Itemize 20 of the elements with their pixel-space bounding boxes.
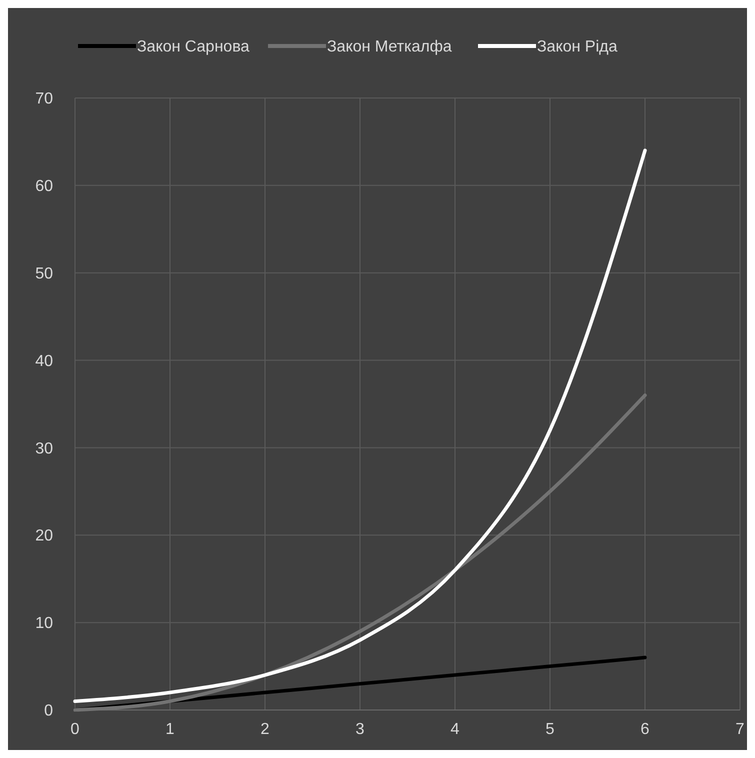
y-tick-label: 40	[35, 352, 54, 370]
x-tick-label: 2	[260, 721, 270, 738]
y-tick-label: 20	[35, 528, 54, 545]
y-tick-label: 70	[35, 90, 54, 108]
y-tick-label: 10	[35, 615, 54, 632]
x-tick-label: 0	[70, 721, 80, 738]
x-tick-label: 6	[640, 721, 650, 738]
y-tick-label: 60	[35, 178, 54, 196]
legend-label: Закон Ріда	[537, 38, 618, 56]
y-tick-label: 30	[35, 440, 54, 458]
legend-label: Закон Меткалфа	[327, 38, 452, 56]
x-tick-label: 4	[450, 721, 460, 738]
line-series	[73, 148, 647, 704]
y-tick-label: 0	[44, 702, 54, 720]
x-tick-label: 3	[356, 721, 365, 738]
x-tick-label: 1	[166, 721, 175, 738]
legend-label: Закон Сарнова	[137, 38, 250, 56]
x-tick-label: 7	[736, 721, 745, 738]
y-tick-label: 50	[35, 265, 54, 282]
x-tick-label: 5	[546, 721, 555, 738]
